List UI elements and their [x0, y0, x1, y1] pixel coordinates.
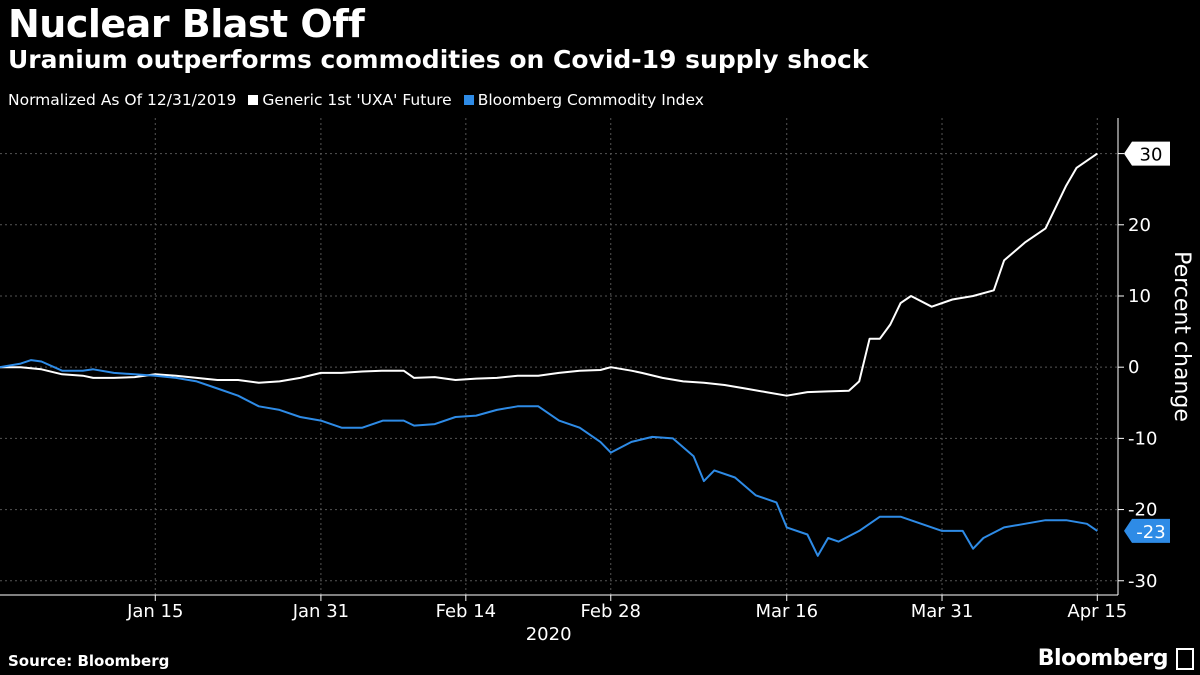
- legend-swatch-uranium: [248, 95, 259, 105]
- bloomberg-icon: [1176, 648, 1194, 670]
- end-label-flag-commodity: [1124, 518, 1170, 543]
- series-line-commodity: [0, 359, 1098, 557]
- chart-title: Nuclear Blast Off: [8, 2, 365, 46]
- x-tick-label: Feb 28: [581, 601, 642, 622]
- legend-note: Normalized As Of 12/31/2019: [8, 91, 237, 109]
- source-note: Source: Bloomberg: [8, 652, 170, 670]
- y-tick-label: -10: [1128, 428, 1157, 449]
- legend-label-uranium: Generic 1st 'UXA' Future: [262, 91, 452, 109]
- legend-label-commodity: Bloomberg Commodity Index: [477, 91, 704, 109]
- y-tick-label: -20: [1128, 500, 1157, 521]
- end-label-commodity: -23: [1136, 522, 1165, 543]
- y-tick-label: -30: [1128, 571, 1157, 592]
- end-label-uranium: 30: [1140, 145, 1163, 166]
- legend-swatch-commodity: [463, 95, 474, 105]
- series-line-uranium: [0, 152, 1098, 397]
- x-tick-label: Apr 15: [1067, 601, 1127, 622]
- x-tick-label: Jan 31: [292, 601, 349, 622]
- x-tick-label: Mar 16: [755, 601, 818, 622]
- x-year-label: 2020: [526, 624, 572, 645]
- x-tick-label: Feb 14: [436, 601, 497, 622]
- brand-logo-text: Bloomberg: [1037, 646, 1169, 671]
- y-tick-label: 10: [1128, 286, 1151, 307]
- x-tick-label: Mar 31: [911, 601, 974, 622]
- y-axis-title: Percent change: [1169, 251, 1194, 422]
- chart-subtitle: Uranium outperforms commodities on Covid…: [8, 45, 869, 74]
- legend: Normalized As Of 12/31/2019 Generic 1st …: [8, 91, 704, 109]
- y-tick-label: 0: [1128, 357, 1139, 378]
- y-tick-label: 20: [1128, 215, 1151, 236]
- x-tick-label: Jan 15: [126, 601, 183, 622]
- end-label-flag-uranium: [1124, 141, 1170, 166]
